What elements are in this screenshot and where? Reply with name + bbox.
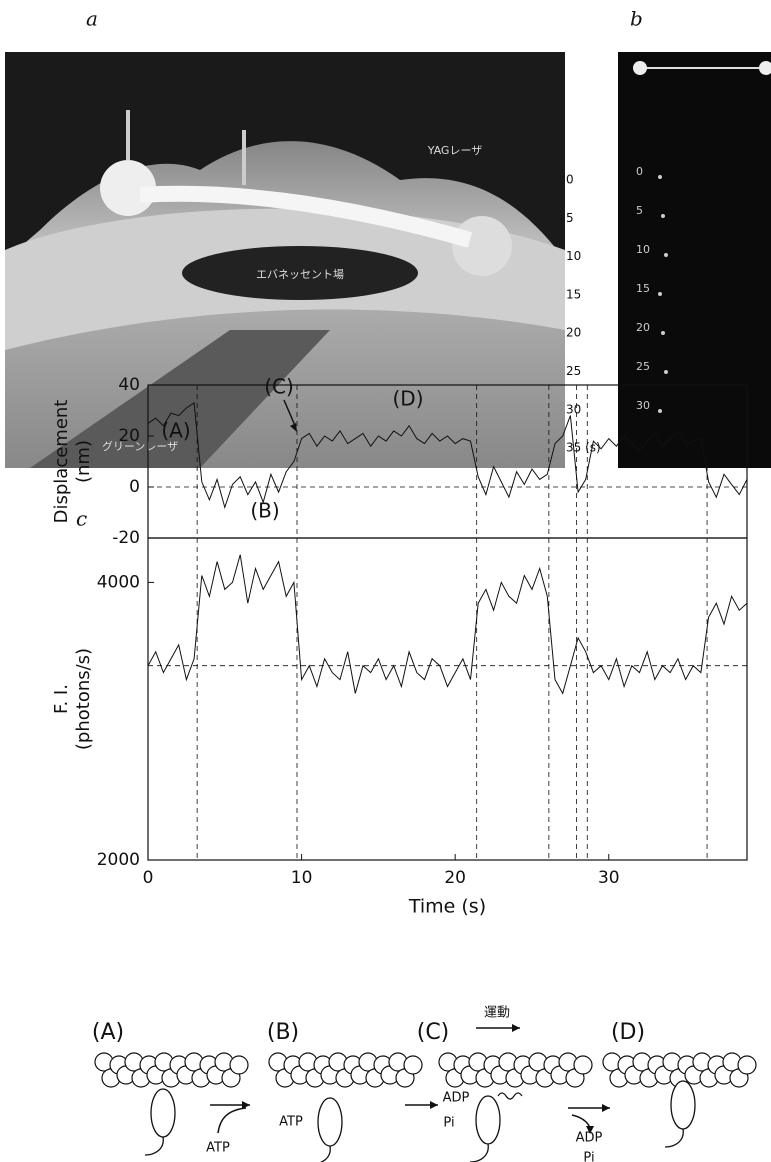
time-label: 35 (s) xyxy=(566,441,601,455)
time-label: 5 xyxy=(566,211,574,225)
arrow xyxy=(217,1107,247,1134)
actin-monomer xyxy=(573,1055,593,1075)
myosin-stalk xyxy=(319,1145,331,1162)
arrowhead xyxy=(430,1101,438,1109)
arrowhead xyxy=(242,1101,250,1109)
time-label: 20 xyxy=(566,326,581,340)
frame-spot xyxy=(664,370,668,374)
frame-spot xyxy=(658,292,662,296)
actin-monomer xyxy=(403,1055,423,1075)
photo-a: YAGレーザ エバネッセント場 グリーンレーザ xyxy=(5,52,565,468)
frame-label: 0 xyxy=(636,165,643,178)
trace xyxy=(147,402,748,510)
frame-spot xyxy=(658,409,662,413)
myosin-stalk xyxy=(144,1136,164,1156)
label: Pi xyxy=(443,1116,454,1131)
state-label: (A) xyxy=(92,1020,124,1045)
frame-label: 10 xyxy=(636,243,650,256)
release-wave xyxy=(497,1092,523,1100)
annotation: (A) xyxy=(161,419,190,443)
photo-label: エバネッセント場 xyxy=(256,268,344,281)
frame-label: 15 xyxy=(636,282,650,295)
arrowhead xyxy=(602,1104,610,1112)
motion-label: 運動 xyxy=(484,1006,510,1021)
time-label: 25 xyxy=(566,364,581,378)
frame-spot xyxy=(661,214,665,218)
actin-monomer xyxy=(229,1055,249,1075)
photo-label: グリーンレーザ xyxy=(102,439,178,453)
panel-label: c xyxy=(76,507,87,531)
frame-spot xyxy=(664,253,668,257)
label: ADP xyxy=(443,1091,470,1106)
frame-spot xyxy=(658,175,662,179)
state-label: (C) xyxy=(417,1020,450,1045)
frame-label: 30 xyxy=(636,399,650,412)
actin-monomer xyxy=(737,1055,757,1075)
annotation: (C) xyxy=(264,375,294,399)
annotation: (D) xyxy=(392,387,423,411)
y-tick-label: 0 xyxy=(129,477,140,497)
myosin-head xyxy=(317,1097,343,1147)
photo-label: YAGレーザ xyxy=(427,144,483,157)
annotation-arrowhead xyxy=(290,423,297,432)
diagram: (A) (B) (C) (D) 運動 ATP ATP ADP Pi Pi ADP xyxy=(92,1006,757,1162)
y-axis-label: (photons/s) xyxy=(73,648,94,750)
time-label: 10 xyxy=(566,249,581,263)
myosin-head xyxy=(150,1088,176,1138)
frame-label: 25 xyxy=(636,360,650,373)
panel-label: b xyxy=(630,7,643,31)
y-axis-label: F. I. xyxy=(51,684,72,714)
myosin-stalk xyxy=(664,1128,684,1148)
frame-label: 20 xyxy=(636,321,650,334)
y-axis-label: (nm) xyxy=(73,440,94,483)
plot-frame xyxy=(147,537,748,861)
x-tick-label: 0 xyxy=(143,868,154,888)
label: Pi xyxy=(583,1151,594,1162)
frame-label: 5 xyxy=(636,204,643,217)
label: ATP xyxy=(279,1115,303,1130)
label: ATP xyxy=(206,1141,230,1156)
annotation: (B) xyxy=(250,499,279,523)
x-axis-label: Time (s) xyxy=(408,896,486,918)
trace xyxy=(147,554,748,695)
y-tick-label: 2000 xyxy=(97,850,140,870)
x-tick-label: 30 xyxy=(598,868,620,888)
annotation-arrow xyxy=(283,399,297,429)
time-labels: 0 5 10 15 20 25 30 35 (s) 0 5 10 15 20 25 30 xyxy=(566,165,668,455)
x-tick-label: 20 xyxy=(444,868,466,888)
y-tick-label: 20 xyxy=(118,426,140,446)
state-label: (D) xyxy=(611,1020,645,1045)
frame-spot xyxy=(661,331,665,335)
y-tick-label: 40 xyxy=(118,375,140,395)
arrowhead xyxy=(586,1126,594,1134)
y-tick-label: -20 xyxy=(112,528,140,548)
panel-label: a xyxy=(86,7,98,31)
x-tick-label: 10 xyxy=(291,868,313,888)
label: ADP xyxy=(576,1131,603,1146)
myosin-head xyxy=(670,1080,696,1130)
charts: -20 0 20 40 Displacement (nm) (A) (B) (C) (D) 2000… xyxy=(51,375,748,918)
time-label: 0 xyxy=(566,173,574,187)
y-axis-label: Displacement xyxy=(51,400,72,524)
photo-b xyxy=(618,52,771,468)
myosin-stalk xyxy=(469,1143,489,1162)
time-label: 30 xyxy=(566,402,581,416)
state-label: (B) xyxy=(267,1020,299,1045)
myosin-head xyxy=(475,1095,501,1145)
y-tick-label: 4000 xyxy=(97,572,140,592)
time-label: 15 xyxy=(566,287,581,301)
